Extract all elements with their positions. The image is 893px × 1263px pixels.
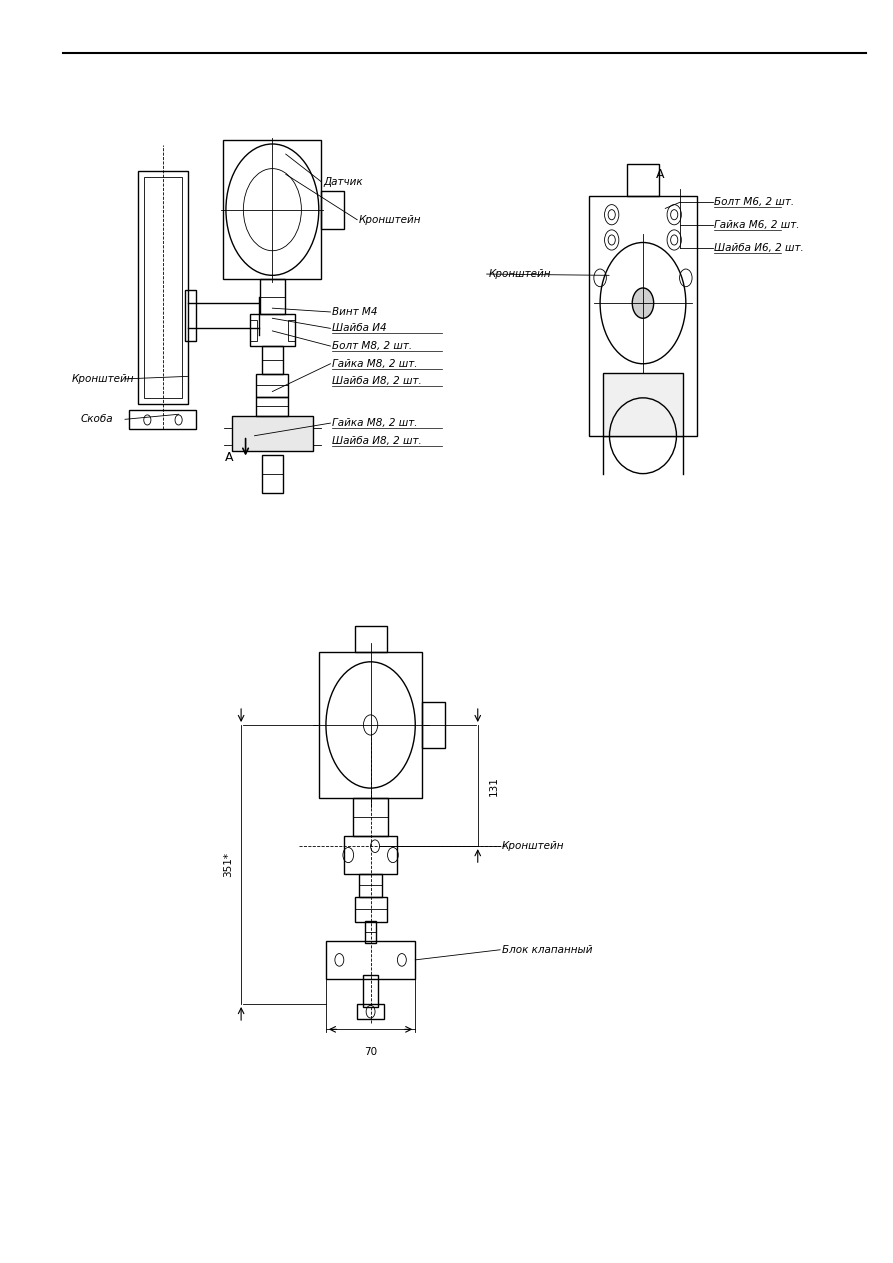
- Bar: [256, 397, 288, 416]
- Text: Гайка М8, 2 шт.: Гайка М8, 2 шт.: [332, 418, 418, 428]
- Bar: [262, 455, 283, 493]
- Text: А: А: [225, 451, 234, 464]
- Circle shape: [632, 288, 654, 318]
- Bar: [144, 177, 182, 398]
- Bar: [232, 416, 313, 451]
- Text: Кронштейн: Кронштейн: [359, 215, 421, 225]
- Bar: [319, 652, 422, 798]
- Text: Скоба: Скоба: [80, 414, 113, 424]
- Text: Датчик: Датчик: [323, 177, 363, 187]
- Text: Кронштейн: Кронштейн: [71, 374, 134, 384]
- Text: Шайба И8, 2 шт.: Шайба И8, 2 шт.: [332, 376, 422, 386]
- Bar: [363, 975, 378, 1007]
- Bar: [365, 921, 376, 943]
- Bar: [422, 702, 445, 748]
- Text: Шайба И8, 2 шт.: Шайба И8, 2 шт.: [332, 436, 422, 446]
- Text: Болт М6, 2 шт.: Болт М6, 2 шт.: [714, 197, 795, 207]
- Text: Винт М4: Винт М4: [332, 307, 378, 317]
- Bar: [344, 836, 397, 874]
- Text: Шайба И4: Шайба И4: [332, 323, 387, 333]
- Bar: [185, 290, 196, 341]
- Text: 131: 131: [488, 775, 498, 796]
- Bar: [262, 346, 283, 374]
- Text: Кронштейн: Кронштейн: [502, 841, 564, 851]
- Bar: [223, 140, 321, 279]
- Bar: [589, 196, 697, 436]
- Text: Гайка М6, 2 шт.: Гайка М6, 2 шт.: [714, 220, 800, 230]
- Text: 70: 70: [364, 1047, 377, 1057]
- Text: Блок клапанный: Блок клапанный: [502, 945, 592, 955]
- Bar: [355, 626, 387, 652]
- Bar: [326, 941, 415, 979]
- Bar: [250, 320, 257, 341]
- Bar: [357, 1004, 384, 1019]
- Bar: [321, 191, 344, 229]
- Text: Кронштейн: Кронштейн: [488, 269, 551, 279]
- Bar: [256, 374, 288, 397]
- Bar: [138, 171, 188, 404]
- Text: А: А: [656, 168, 665, 181]
- Text: Шайба И6, 2 шт.: Шайба И6, 2 шт.: [714, 242, 805, 253]
- Bar: [129, 410, 196, 429]
- Bar: [359, 874, 382, 897]
- Bar: [627, 164, 659, 196]
- Bar: [353, 798, 388, 836]
- Text: 351*: 351*: [222, 853, 233, 877]
- Bar: [603, 373, 683, 436]
- Bar: [260, 279, 285, 314]
- Text: Болт М8, 2 шт.: Болт М8, 2 шт.: [332, 341, 413, 351]
- Text: Гайка М8, 2 шт.: Гайка М8, 2 шт.: [332, 359, 418, 369]
- Bar: [288, 320, 295, 341]
- Bar: [355, 897, 387, 922]
- Bar: [250, 314, 295, 346]
